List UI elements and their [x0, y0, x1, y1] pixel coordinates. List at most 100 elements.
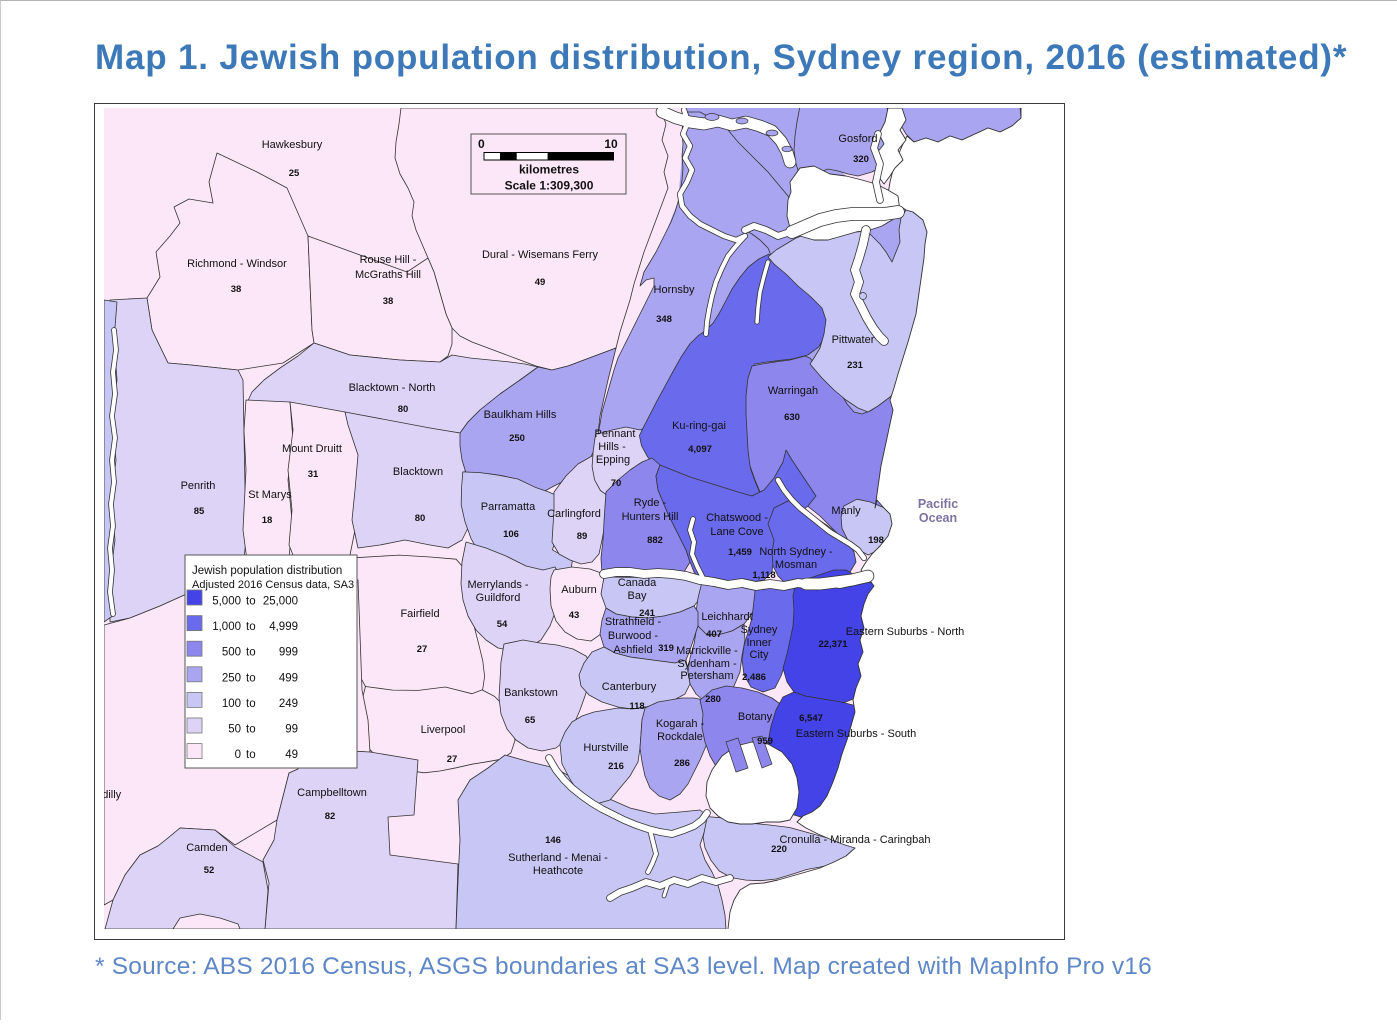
svg-text:38: 38 — [383, 296, 394, 307]
svg-text:320: 320 — [853, 154, 869, 165]
svg-text:Hills -: Hills - — [598, 441, 626, 453]
svg-text:146: 146 — [545, 835, 561, 846]
svg-text:to: to — [246, 672, 256, 684]
svg-text:Inner: Inner — [746, 637, 771, 649]
svg-text:250: 250 — [509, 433, 525, 444]
svg-text:82: 82 — [325, 811, 336, 822]
svg-text:499: 499 — [279, 672, 298, 684]
svg-text:Lane Cove: Lane Cove — [710, 526, 763, 538]
svg-text:Pennant: Pennant — [595, 428, 636, 440]
svg-text:22,371: 22,371 — [818, 639, 848, 650]
svg-text:Guildford: Guildford — [476, 592, 521, 604]
svg-text:kilometres: kilometres — [519, 163, 579, 177]
svg-text:Parramatta: Parramatta — [481, 501, 536, 513]
svg-text:Ryde -: Ryde - — [634, 497, 667, 509]
svg-text:Richmond - Windsor: Richmond - Windsor — [187, 258, 287, 270]
svg-text:McGraths Hill: McGraths Hill — [355, 269, 421, 281]
svg-text:Chatswood -: Chatswood - — [706, 512, 768, 524]
svg-text:Canterbury: Canterbury — [602, 681, 657, 693]
svg-text:Wollondilly: Wollondilly — [69, 789, 122, 801]
svg-text:43: 43 — [569, 610, 580, 621]
svg-text:Burwood -: Burwood - — [608, 630, 658, 642]
svg-text:Pittwater: Pittwater — [832, 334, 875, 346]
svg-text:50: 50 — [228, 724, 241, 736]
svg-text:Mosman: Mosman — [775, 559, 817, 571]
svg-text:959: 959 — [757, 736, 773, 747]
svg-text:70: 70 — [611, 478, 622, 489]
svg-text:to: to — [246, 647, 256, 659]
svg-text:Heathcote: Heathcote — [533, 865, 583, 877]
svg-text:Canada: Canada — [618, 577, 657, 589]
svg-text:1,459: 1,459 — [728, 547, 752, 558]
svg-text:Blacktown: Blacktown — [393, 466, 443, 478]
svg-text:0: 0 — [235, 749, 241, 761]
svg-text:Botany: Botany — [738, 711, 773, 723]
svg-text:Auburn: Auburn — [561, 584, 596, 596]
svg-text:Strathfield -: Strathfield - — [605, 616, 662, 628]
svg-text:25: 25 — [289, 168, 300, 179]
svg-text:4,999: 4,999 — [269, 621, 298, 633]
svg-text:Rockdale: Rockdale — [657, 731, 703, 743]
svg-text:100: 100 — [222, 698, 241, 710]
svg-text:to: to — [246, 621, 256, 633]
svg-text:Penrith: Penrith — [181, 480, 216, 492]
svg-text:Ashfield: Ashfield — [613, 644, 652, 656]
svg-text:25,000: 25,000 — [263, 596, 298, 608]
svg-text:31: 31 — [308, 469, 319, 480]
svg-text:1,118: 1,118 — [752, 570, 775, 581]
svg-text:249: 249 — [279, 698, 298, 710]
svg-text:38: 38 — [231, 284, 242, 295]
svg-text:to: to — [246, 698, 256, 710]
svg-text:10: 10 — [604, 137, 618, 151]
svg-text:99: 99 — [285, 724, 298, 736]
svg-text:Eastern Suburbs - North: Eastern Suburbs - North — [846, 626, 965, 638]
svg-text:to: to — [246, 724, 256, 736]
svg-text:Campbelltown: Campbelltown — [297, 787, 367, 799]
svg-text:Manly: Manly — [831, 505, 861, 517]
svg-text:Liverpool: Liverpool — [421, 724, 466, 736]
svg-text:882: 882 — [647, 535, 663, 546]
svg-text:4,097: 4,097 — [688, 444, 712, 455]
svg-text:Eastern Suburbs - South: Eastern Suburbs - South — [796, 728, 916, 740]
svg-text:198: 198 — [868, 535, 884, 546]
svg-text:407: 407 — [706, 629, 722, 640]
svg-text:52: 52 — [204, 865, 215, 876]
svg-text:Mount Druitt: Mount Druitt — [282, 443, 342, 455]
svg-text:500: 500 — [222, 647, 241, 659]
svg-text:231: 231 — [847, 360, 864, 371]
svg-text:241: 241 — [639, 608, 656, 619]
svg-text:Dural - Wisemans Ferry: Dural - Wisemans Ferry — [482, 249, 599, 261]
svg-text:Camden: Camden — [186, 842, 228, 854]
svg-text:North Sydney -: North Sydney - — [759, 546, 833, 558]
svg-text:2,486: 2,486 — [742, 672, 766, 683]
svg-text:Pacific: Pacific — [918, 497, 958, 511]
svg-text:to: to — [246, 749, 256, 761]
svg-text:Sydenham -: Sydenham - — [677, 658, 737, 670]
svg-text:Warringah: Warringah — [768, 385, 818, 397]
svg-text:286: 286 — [674, 758, 690, 769]
svg-text:Carlingford: Carlingford — [547, 508, 601, 520]
svg-text:Ku-ring-gai: Ku-ring-gai — [672, 420, 726, 432]
svg-text:1,000: 1,000 — [212, 621, 241, 633]
svg-text:89: 89 — [577, 531, 588, 542]
svg-text:City: City — [750, 649, 769, 661]
svg-text:Fairfield: Fairfield — [400, 608, 439, 620]
svg-text:0: 0 — [478, 137, 485, 151]
svg-text:Petersham: Petersham — [680, 670, 733, 682]
svg-text:Sutherland - Menai -: Sutherland - Menai - — [508, 852, 608, 864]
svg-text:to: to — [246, 596, 256, 608]
svg-text:Kogarah -: Kogarah - — [656, 718, 705, 730]
svg-text:85: 85 — [194, 506, 205, 517]
svg-text:Merrylands -: Merrylands - — [467, 579, 528, 591]
svg-text:65: 65 — [525, 715, 536, 726]
svg-text:Baulkham Hills: Baulkham Hills — [484, 409, 557, 421]
svg-text:280: 280 — [705, 694, 721, 705]
svg-text:Bay: Bay — [628, 590, 647, 602]
svg-text:Gosford: Gosford — [838, 133, 877, 145]
svg-text:220: 220 — [771, 844, 787, 855]
svg-text:Rouse Hill -: Rouse Hill - — [360, 254, 417, 266]
svg-text:Hurstville: Hurstville — [583, 742, 628, 754]
svg-text:80: 80 — [398, 404, 409, 415]
svg-text:80: 80 — [415, 513, 426, 524]
svg-text:216: 216 — [608, 761, 624, 772]
